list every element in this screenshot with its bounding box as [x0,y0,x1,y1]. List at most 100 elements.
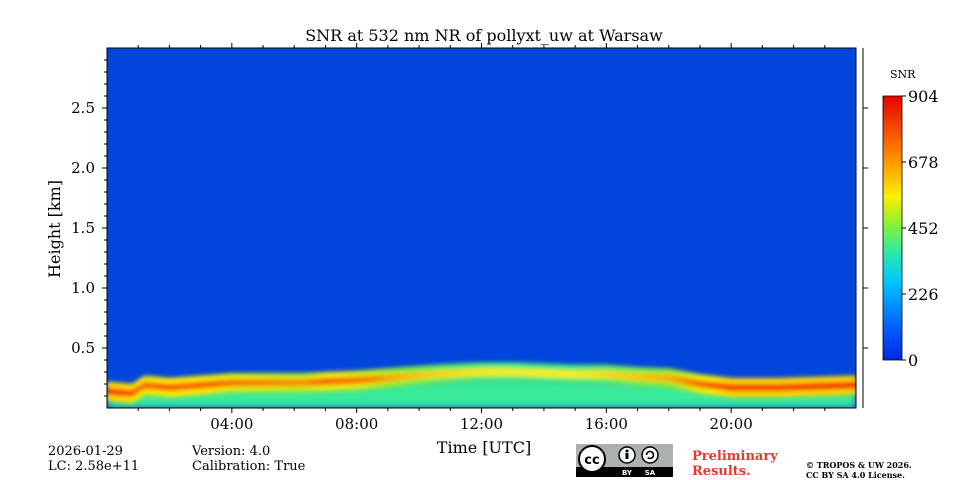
heat-cell-low [734,390,739,408]
heat-cell-core [606,370,611,379]
heat-cell-low [603,379,607,408]
heat-cell-core [281,379,286,387]
heat-cell-low [600,379,604,408]
heat-cell-core [341,377,345,385]
heat-cell-low [297,386,302,408]
heat-cell-low [462,378,467,408]
heat-cell-core [818,382,823,390]
heat-cell-core [656,373,660,382]
heat-cell-core [547,369,551,377]
heat-cell-low [806,389,810,408]
heat-cell-core [375,375,380,383]
heat-cell-low [419,380,423,408]
heat-cell-low [238,386,242,408]
heat-cell-low [219,387,224,408]
heat-cell-low [422,380,426,408]
heat-cell-low [300,386,305,408]
heat-cell-core [650,373,654,381]
heat-cell-low [512,377,517,408]
heat-cell-low [684,385,689,408]
heat-cell-core [378,375,383,383]
heat-cell-core [256,379,261,387]
heat-cell-low [849,388,854,408]
heat-cell-core [659,374,664,382]
heat-cell-low [487,377,492,408]
heat-cell-low [793,390,798,408]
heat-cell-low [709,388,714,408]
heat-cell-low [225,386,230,408]
y-axis-label: Height [km] [45,180,64,278]
heat-cell-low [166,390,171,408]
heat-cell-low [565,379,570,408]
heat-cell-core [394,373,398,381]
heat-cell-core [440,370,445,378]
heat-cell-low [450,378,455,408]
heat-cell-core [122,389,127,397]
heat-cell-core [150,382,155,390]
heat-cell-low [543,378,548,408]
heat-cell-core [419,371,423,380]
heat-cell-core [444,370,448,378]
heat-cell-low [481,377,486,408]
heat-cell-core [827,382,832,390]
heat-cell-low [415,380,420,408]
heat-cell-core [206,381,211,389]
x-tick-label: 20:00 [710,415,753,433]
heat-cell-low [834,389,838,408]
heat-cell-core [484,368,489,376]
heat-cell-low [469,377,473,408]
heat-cell-core [409,372,414,380]
heat-cell-low [756,390,760,408]
heat-cell-core [309,378,314,386]
heat-cell-core [568,370,573,378]
heat-cell-low [375,383,380,408]
heat-cell-low [490,377,495,408]
heat-cell-core [356,376,361,384]
heat-cell-low [659,382,664,408]
heat-cell-low [706,388,710,408]
heat-cell-low [306,386,311,408]
heat-cell-core [469,368,473,377]
heat-cell-core [609,371,614,379]
heat-cell-core [188,382,192,390]
heat-cell-core [634,373,639,381]
heat-cell-low [631,381,636,408]
heat-cell-core [400,373,405,381]
heat-cell-low [206,388,211,408]
heat-cell-core [406,372,411,381]
heat-cell-core [572,370,576,378]
heat-cell-low [718,389,723,408]
heat-cell-core [653,373,657,382]
heat-cell-core [138,384,142,392]
colorbar-tick-label: 904 [908,87,939,106]
heat-cell-low [209,387,214,408]
heat-cell-low [160,390,164,408]
heat-cell-low [634,381,639,408]
heat-cell-core [790,383,795,391]
heat-cell-core [425,371,430,379]
heat-cell-low [465,378,470,408]
heat-cell-low [478,377,483,408]
heat-cell-core [687,378,692,386]
cc-license-badge: cc BY SA [576,444,673,477]
heat-cell-core [181,382,186,391]
heat-cell-low [269,386,274,408]
heat-cell-core [777,383,782,392]
heat-cell-low [749,390,754,408]
svg-text:BY: BY [622,469,633,477]
heat-cell-low [584,379,589,408]
heat-cell-low [263,386,267,408]
heat-cell-low [728,390,732,408]
heat-cell-low [572,379,576,408]
heat-cell-low [334,385,339,408]
heat-cell-low [150,389,155,408]
heat-cell-core [565,370,570,378]
heat-cell-core [194,381,199,390]
heat-cell-core [637,373,642,381]
heat-cell-core [646,373,651,381]
heat-cell-core [362,376,367,384]
heat-cell-core [821,382,826,390]
heat-cell-core [478,368,483,376]
heat-cell-core [731,384,735,392]
heat-cell-core [674,375,679,384]
